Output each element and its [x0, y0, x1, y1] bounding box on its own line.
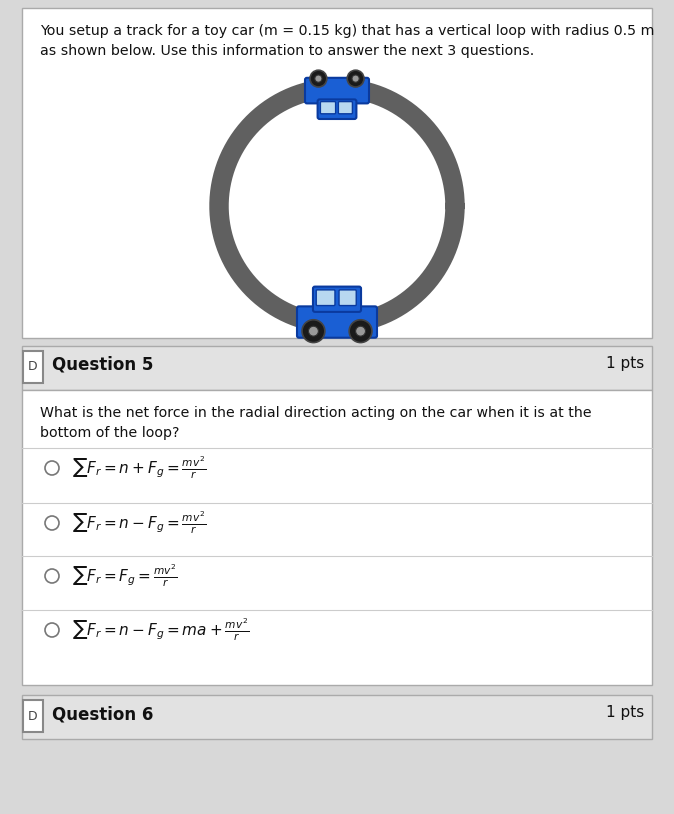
- Circle shape: [352, 75, 359, 82]
- FancyBboxPatch shape: [305, 78, 369, 103]
- FancyBboxPatch shape: [339, 290, 357, 305]
- Circle shape: [45, 516, 59, 530]
- Text: $\sum F_r = n - F_g = \frac{mv^2}{r}$: $\sum F_r = n - F_g = \frac{mv^2}{r}$: [72, 510, 206, 536]
- Text: as shown below. Use this information to answer the next 3 questions.: as shown below. Use this information to …: [40, 44, 534, 58]
- FancyBboxPatch shape: [23, 351, 43, 383]
- FancyBboxPatch shape: [297, 306, 377, 338]
- Circle shape: [356, 326, 365, 336]
- Circle shape: [45, 569, 59, 583]
- Text: 1 pts: 1 pts: [606, 705, 644, 720]
- Bar: [22, 8, 652, 338]
- Circle shape: [302, 320, 325, 343]
- Bar: [22, 346, 652, 390]
- FancyBboxPatch shape: [320, 102, 336, 114]
- Bar: [22, 695, 652, 739]
- Text: What is the net force in the radial direction acting on the car when it is at th: What is the net force in the radial dire…: [40, 406, 592, 420]
- Text: You setup a track for a toy car (m = 0.15 kg) that has a vertical loop with radi: You setup a track for a toy car (m = 0.1…: [40, 24, 654, 38]
- Text: $\sum F_r = n + F_g = \frac{mv^2}{r}$: $\sum F_r = n + F_g = \frac{mv^2}{r}$: [72, 455, 206, 481]
- Text: 1 pts: 1 pts: [606, 356, 644, 371]
- FancyBboxPatch shape: [313, 287, 361, 312]
- FancyBboxPatch shape: [317, 99, 357, 119]
- FancyBboxPatch shape: [23, 700, 43, 732]
- Text: D: D: [28, 361, 38, 374]
- Circle shape: [309, 326, 318, 336]
- Text: Question 5: Question 5: [52, 356, 154, 374]
- Text: $\sum F_r = F_g = \frac{mv^2}{r}$: $\sum F_r = F_g = \frac{mv^2}{r}$: [72, 563, 178, 589]
- Circle shape: [315, 75, 322, 82]
- Circle shape: [349, 320, 372, 343]
- Bar: [22, 390, 652, 685]
- FancyBboxPatch shape: [316, 290, 335, 305]
- Circle shape: [45, 461, 59, 475]
- Text: Question 6: Question 6: [52, 705, 154, 723]
- Circle shape: [310, 70, 327, 87]
- Text: $\sum F_r = n - F_g = ma + \frac{mv^2}{r}$: $\sum F_r = n - F_g = ma + \frac{mv^2}{r…: [72, 617, 249, 643]
- FancyBboxPatch shape: [338, 102, 353, 114]
- Circle shape: [45, 623, 59, 637]
- Circle shape: [347, 70, 364, 87]
- Text: D: D: [28, 710, 38, 723]
- Text: bottom of the loop?: bottom of the loop?: [40, 426, 179, 440]
